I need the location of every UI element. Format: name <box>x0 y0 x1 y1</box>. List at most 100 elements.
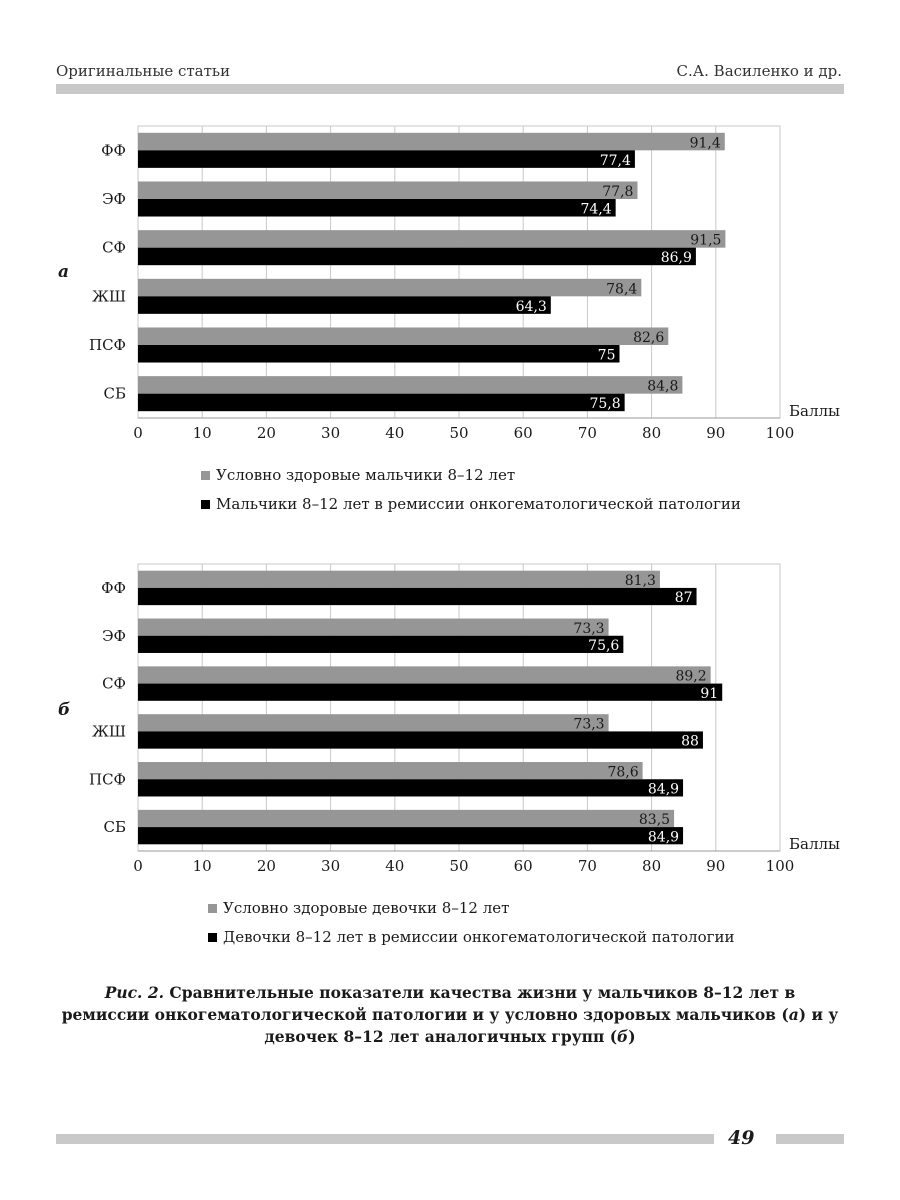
x-tick-label: 10 <box>193 424 212 442</box>
legend-label-b-1: Условно здоровые девочки 8–12 лет <box>223 899 510 917</box>
category-label: ФФ <box>101 141 126 159</box>
header-rule <box>56 84 844 94</box>
x-tick-label: 90 <box>706 857 725 875</box>
data-label: 89,2 <box>675 669 706 685</box>
figure-label: Рис. 2. <box>104 983 165 1002</box>
bar-a-1 <box>138 278 642 297</box>
bar-a-2 <box>138 393 625 412</box>
bar-b-2 <box>138 731 703 749</box>
x-tick-label: 90 <box>706 424 725 442</box>
x-tick-label: 0 <box>133 424 143 442</box>
data-label: 77,8 <box>602 184 633 200</box>
data-label: 88 <box>681 734 699 750</box>
x-tick-label: 80 <box>642 857 661 875</box>
data-label: 86,9 <box>661 250 692 266</box>
caption-text-mid: ) и у девочек 8–12 лет аналогичных групп… <box>264 1005 839 1046</box>
category-label: СБ <box>104 385 127 403</box>
x-tick-label: 40 <box>385 857 404 875</box>
bar-a-2 <box>138 199 616 217</box>
x-tick-label: 100 <box>766 857 795 875</box>
x-tick-label: 40 <box>385 424 404 442</box>
x-tick-label: 50 <box>449 424 468 442</box>
bar-b-1 <box>138 666 711 684</box>
caption-text: Сравнительные показатели качества жизни … <box>61 983 796 1024</box>
bar-b-1 <box>138 618 609 636</box>
legend-item-a-1: Условно здоровые мальчики 8–12 лет <box>201 466 515 484</box>
bar-chart-b: 0 10 20 30 40 50 60 70 80 90 100 Баллы ФФ 81,3 87 ЭФ 73,… <box>89 563 840 875</box>
data-label: 87 <box>675 590 693 606</box>
x-tick-label: 70 <box>578 424 597 442</box>
bar-a-1 <box>138 181 638 199</box>
data-label: 75 <box>598 348 616 364</box>
data-label: 83,5 <box>639 812 670 828</box>
bar-a-2 <box>138 150 635 168</box>
data-label: 75,6 <box>588 638 619 654</box>
data-label: 91 <box>700 686 718 702</box>
bar-b-2 <box>138 635 624 653</box>
panel-label-b: б <box>58 700 71 720</box>
bar-a-1 <box>138 230 726 248</box>
x-tick-label: 10 <box>193 857 212 875</box>
x-tick-label: 60 <box>514 857 533 875</box>
x-tick-label: 20 <box>257 857 276 875</box>
x-tick-label: 80 <box>642 424 661 442</box>
chart-panel-b: 0 10 20 30 40 50 60 70 80 90 100 Баллы ФФ 81,3 87 ЭФ 73,… <box>58 563 840 946</box>
bar-b-1 <box>138 714 609 732</box>
bar-a-1 <box>138 376 683 394</box>
caption-ref-b: б <box>617 1027 629 1046</box>
x-tick-label: 20 <box>257 424 276 442</box>
x-tick-label: 60 <box>514 424 533 442</box>
x-axis-label: Баллы <box>789 402 840 420</box>
category-label: СФ <box>102 239 126 257</box>
x-tick-label: 50 <box>449 857 468 875</box>
legend-item-b-1: Условно здоровые девочки 8–12 лет <box>208 899 509 917</box>
data-label: 81,3 <box>625 573 656 589</box>
data-label: 78,6 <box>607 764 638 780</box>
legend-label-b-2: Девочки 8–12 лет в ремиссии онкогематоло… <box>223 928 735 946</box>
legend-label-a-1: Условно здоровые мальчики 8–12 лет <box>216 466 516 484</box>
footer-rule-right <box>776 1134 844 1144</box>
data-label: 77,4 <box>600 153 631 169</box>
data-label: 73,3 <box>573 716 604 732</box>
bar-b-2 <box>138 779 684 797</box>
data-label: 84,9 <box>648 829 679 845</box>
category-label: СФ <box>102 675 126 693</box>
bar-a-1 <box>138 327 669 345</box>
category-label: ЖШ <box>92 287 126 305</box>
data-label: 91,4 <box>690 135 721 151</box>
legend-item-b-2: Девочки 8–12 лет в ремиссии онкогематоло… <box>208 928 734 946</box>
page-number: 49 <box>728 1127 755 1149</box>
data-label: 84,8 <box>647 379 678 395</box>
bar-a-2 <box>138 247 696 266</box>
legend-label-a-2: Мальчики 8–12 лет в ремиссии онкогематол… <box>216 495 741 513</box>
category-label: ЭФ <box>102 627 126 645</box>
footer-rule-left <box>56 1134 714 1144</box>
data-label: 91,5 <box>690 233 721 249</box>
caption-ref-a: а <box>788 1005 799 1024</box>
legend-swatch-b-2 <box>208 932 217 942</box>
category-label: ЖШ <box>92 722 126 740</box>
category-label: ФФ <box>101 579 126 597</box>
x-tick-label: 100 <box>766 424 795 442</box>
data-label: 84,9 <box>648 781 679 797</box>
data-label: 78,4 <box>606 281 637 297</box>
data-label: 82,6 <box>633 330 664 346</box>
category-label: ПСФ <box>89 770 126 788</box>
data-label: 64,3 <box>516 299 547 315</box>
category-label: ПСФ <box>89 336 126 354</box>
legend-swatch-a-1 <box>201 470 210 480</box>
figure-caption: Рис. 2. Сравнительные показатели качеств… <box>60 982 840 1048</box>
legend-swatch-b-1 <box>208 903 217 913</box>
caption-text-end: ) <box>628 1027 636 1046</box>
bar-b-1 <box>138 809 675 828</box>
x-tick-label: 30 <box>321 424 340 442</box>
bar-b-2 <box>138 827 684 845</box>
x-tick-label: 70 <box>578 857 597 875</box>
bar-a-2 <box>138 345 620 363</box>
data-label: 73,3 <box>573 621 604 637</box>
data-label: 75,8 <box>589 396 620 412</box>
x-axis-label: Баллы <box>789 835 840 853</box>
bar-b-2 <box>138 683 723 701</box>
running-header-section: Оригинальные статьи <box>56 62 231 80</box>
x-tick-label: 0 <box>133 857 143 875</box>
